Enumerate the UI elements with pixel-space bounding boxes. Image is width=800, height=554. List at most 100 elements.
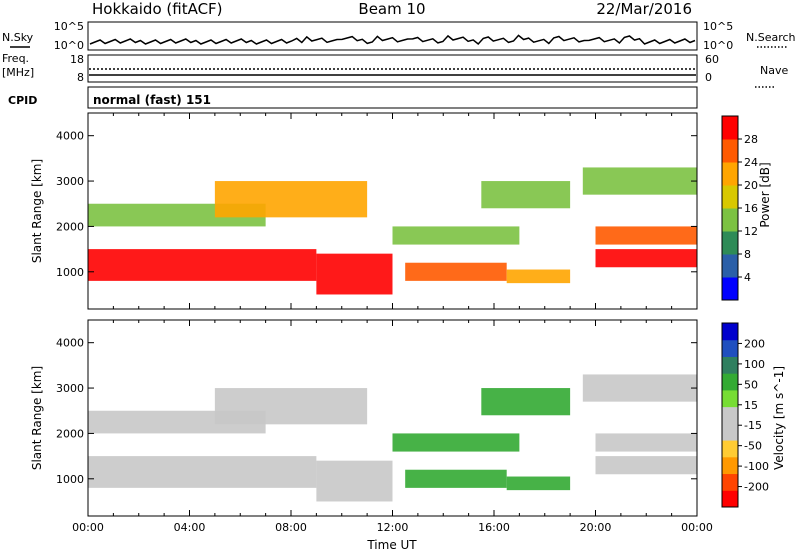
echo-region <box>595 249 697 268</box>
echo-region <box>595 433 697 452</box>
x-tick-label: 16:00 <box>478 521 510 534</box>
nsky-tick-bottom: 10^0 <box>54 39 84 52</box>
velocity-y-label: Slant Range [km] <box>30 366 44 470</box>
nsearch-tick-bottom: 10^0 <box>703 39 733 52</box>
y-tick-label: 2000 <box>56 220 84 233</box>
colorbar-tick-label: 12 <box>744 225 758 238</box>
colorbar-tick-label: 16 <box>744 202 758 215</box>
echo-region <box>214 181 368 218</box>
colorbar-swatch <box>722 116 738 140</box>
freq-panel: Freq. [MHz] 18 8 60 0 Nave <box>2 52 788 88</box>
power-y-label: Slant Range [km] <box>30 159 44 263</box>
colorbar-tick-label: 200 <box>744 337 765 350</box>
y-tick-label: 1000 <box>56 473 84 486</box>
velocity-y-ticks: 1000 2000 3000 4000 <box>56 337 697 486</box>
colorbar-swatch <box>722 423 738 441</box>
date-title: 22/Mar/2016 <box>596 0 692 18</box>
echo-region <box>595 456 697 475</box>
nsky-label: N.Sky <box>2 31 34 44</box>
velocity-colorbar: -200 -100 -50 -15 15 50 100 200 <box>721 322 769 508</box>
freq-tick-bottom: 8 <box>77 71 84 84</box>
power-data-layer <box>88 167 697 295</box>
x-tick-label: 04:00 <box>174 521 206 534</box>
echo-region <box>506 269 571 284</box>
nsearch-label: N.Search <box>746 31 796 44</box>
colorbar-tick-label: 4 <box>744 271 751 284</box>
y-tick-label: 2000 <box>56 427 84 440</box>
y-tick-label: 3000 <box>56 175 84 188</box>
echo-region <box>392 433 520 452</box>
colorbar-swatch <box>722 473 738 491</box>
power-y-ticks: 1000 2000 3000 4000 <box>56 130 697 279</box>
status-panel: N.Sky 10^5 10^0 10^5 10^0 N.Search <box>2 20 796 52</box>
y-tick-label: 3000 <box>56 382 84 395</box>
nave-tick-bottom: 0 <box>705 71 712 84</box>
echo-region <box>405 262 507 281</box>
echo-region <box>214 388 368 425</box>
colorbar-tick-label: 20 <box>744 179 758 192</box>
colorbar-swatch <box>722 139 738 163</box>
colorbar-swatch <box>722 339 738 357</box>
nave-tick-top: 60 <box>705 53 719 66</box>
colorbar-tick-label: -15 <box>744 419 762 432</box>
colorbar-tick-label: 100 <box>744 358 765 371</box>
noise-trace <box>89 34 696 46</box>
velocity-x-ticks: 00:00 04:00 08:00 12:00 16:00 20:00 00:00 <box>72 320 713 534</box>
colorbar-swatch <box>722 185 738 209</box>
x-tick-label: 12:00 <box>377 521 409 534</box>
colorbar-swatch <box>722 162 738 186</box>
freq-label: Freq. <box>2 52 29 65</box>
colorbar-swatch <box>722 490 738 508</box>
colorbar-tick-label: -200 <box>744 481 769 494</box>
colorbar-swatch <box>722 356 738 374</box>
colorbar-tick-label: 8 <box>744 248 751 261</box>
colorbar-tick-label: 28 <box>744 133 758 146</box>
nsky-tick-top: 10^5 <box>54 20 84 33</box>
colorbar-swatch <box>722 373 738 391</box>
echo-region <box>481 388 571 416</box>
velocity-data-layer <box>88 374 697 502</box>
y-tick-label: 1000 <box>56 266 84 279</box>
cpid-label: CPID <box>8 94 37 107</box>
colorbar-swatch <box>722 456 738 475</box>
station-title: Hokkaido (fitACF) <box>92 0 223 18</box>
status-panel-frame <box>87 21 698 51</box>
colorbar-swatch <box>722 254 738 278</box>
colorbar-swatch <box>722 208 738 232</box>
colorbar-tick-label: -50 <box>744 440 762 453</box>
nave-label: Nave <box>760 64 788 77</box>
cpid-text: normal (fast) 151 <box>93 93 211 107</box>
x-tick-label: 08:00 <box>275 521 307 534</box>
x-tick-label: 20:00 <box>580 521 612 534</box>
power-x-ticks <box>87 113 698 309</box>
freq-unit: [MHz] <box>2 66 34 79</box>
nsearch-tick-top: 10^5 <box>703 20 733 33</box>
colorbar-swatch <box>722 277 738 301</box>
freq-panel-frame <box>87 54 698 83</box>
colorbar-tick-label: 15 <box>744 399 758 412</box>
velocity-colorbar-label: Velocity [m s^-1] <box>772 366 786 470</box>
colorbar-tick-label: -100 <box>744 460 769 473</box>
y-tick-label: 4000 <box>56 337 84 350</box>
x-tick-label: 00:00 <box>681 521 713 534</box>
colorbar-swatch <box>722 406 738 424</box>
power-colorbar: 4 8 12 16 20 24 28 <box>721 115 758 301</box>
echo-region <box>481 181 571 209</box>
power-colorbar-label: Power [dB] <box>758 162 772 227</box>
colorbar-frame <box>721 322 739 508</box>
echo-region <box>582 167 697 195</box>
velocity-panel: 1000 2000 3000 4000 00:00 04:00 08:00 12:00 16:… <box>30 319 786 552</box>
colorbar-swatch <box>722 440 738 458</box>
x-tick-label: 00:00 <box>72 521 104 534</box>
echo-region <box>316 253 393 295</box>
colorbar-swatch <box>722 231 738 255</box>
colorbar-swatch <box>722 323 738 341</box>
colorbar-tick-label: 24 <box>744 156 758 169</box>
colorbar-tick-label: 50 <box>744 378 758 391</box>
cpid-panel-frame <box>87 86 698 109</box>
echo-region <box>405 469 507 488</box>
echo-region <box>506 476 571 491</box>
cpid-panel: CPID normal (fast) 151 <box>8 86 698 109</box>
echo-region <box>595 226 697 245</box>
